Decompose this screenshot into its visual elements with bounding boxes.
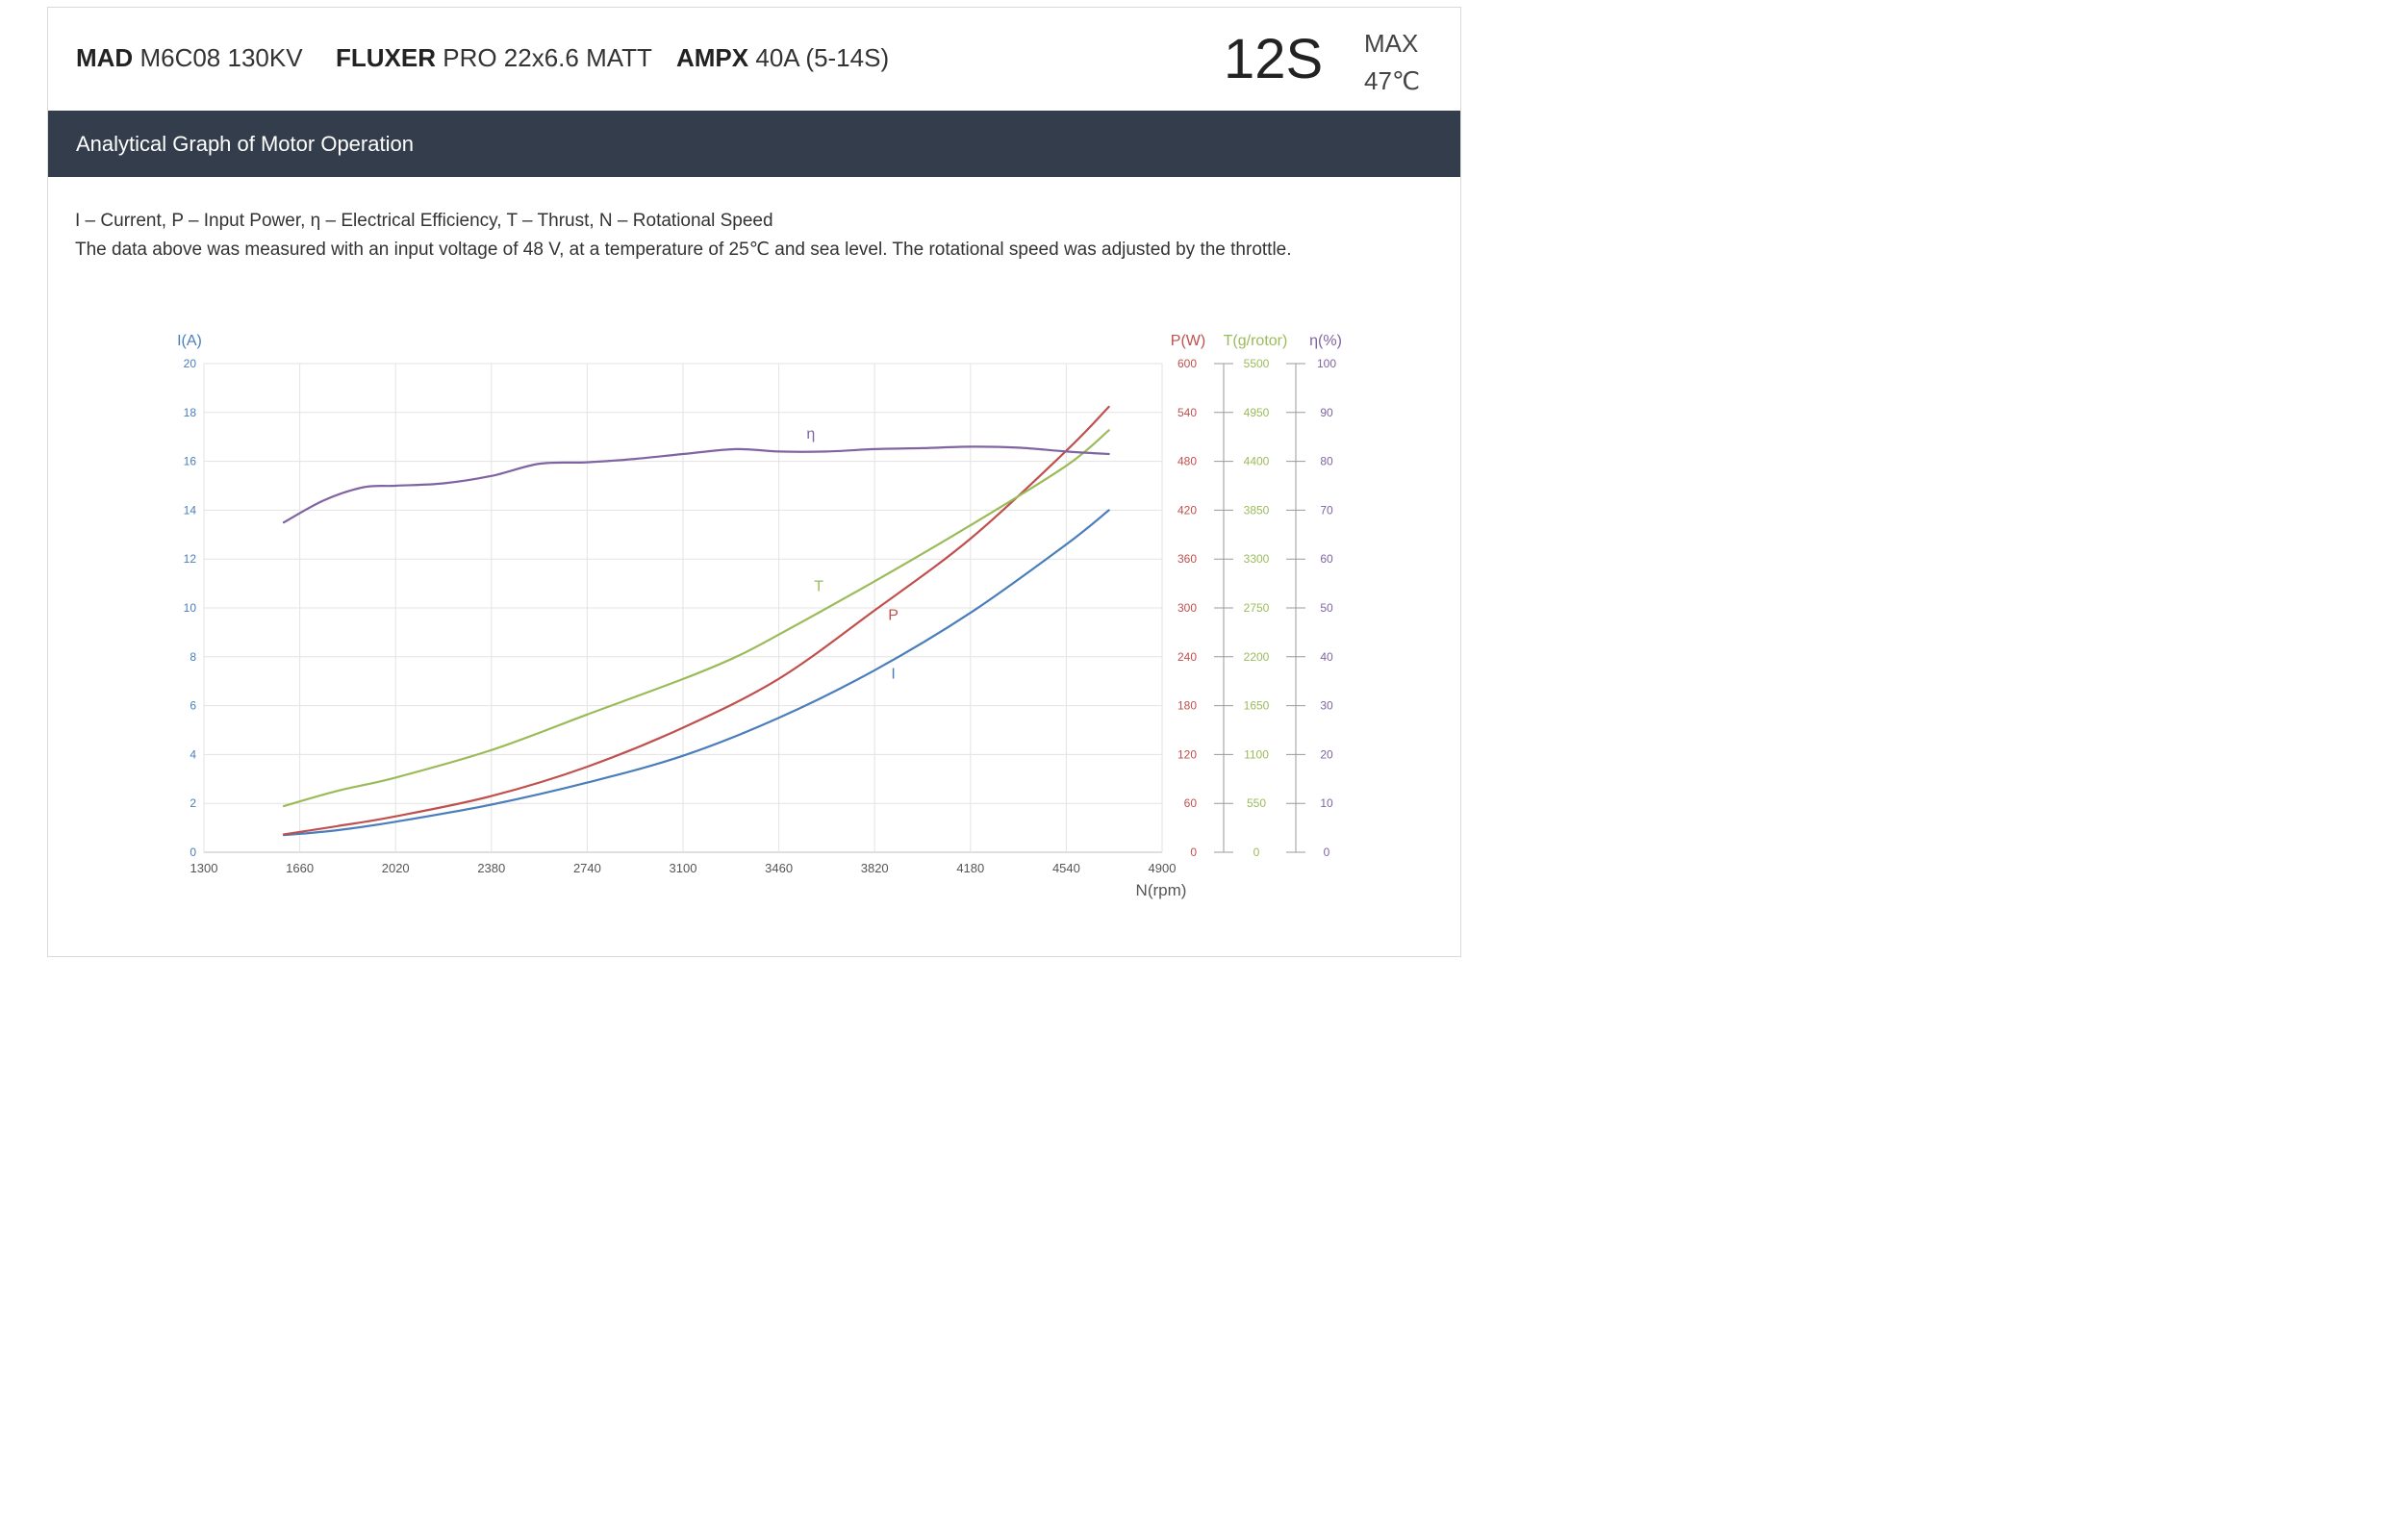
- esc-brand: AMPX: [676, 43, 749, 72]
- y-tick-label-efficiency: 40: [1320, 650, 1333, 664]
- motor-model: M6C08 130KV: [139, 43, 303, 72]
- cell-count: 12S: [1224, 28, 1324, 90]
- series-label-thrust: T: [814, 578, 823, 594]
- y-tick-label-thrust: 2200: [1244, 650, 1270, 664]
- y-axis-label-current: I(A): [177, 333, 202, 349]
- max-label: MAX: [1364, 29, 1419, 58]
- y-tick-label-current: 10: [184, 601, 197, 615]
- propeller-spec: FLUXER PRO 22x6.6 MATT: [336, 43, 652, 73]
- y-tick-label-current: 0: [190, 846, 196, 859]
- y-tick-label-current: 6: [190, 699, 196, 713]
- y-tick-label-thrust: 3850: [1244, 503, 1270, 517]
- y-axis-label-thrust: T(g/rotor): [1224, 333, 1288, 349]
- motor-spec: MAD M6C08 130KV: [76, 43, 303, 73]
- y-axis-label-efficiency: η(%): [1309, 333, 1342, 349]
- y-tick-label-current: 4: [190, 747, 196, 761]
- y-tick-label-thrust: 0: [1253, 846, 1260, 859]
- y-tick-label-efficiency: 50: [1320, 601, 1333, 615]
- series-line-current: [282, 509, 1110, 837]
- y-tick-label-power: 120: [1177, 747, 1197, 761]
- y-tick-label-efficiency: 100: [1317, 357, 1336, 370]
- prop-model: PRO 22x6.6 MATT: [443, 43, 652, 72]
- y-tick-label-power: 420: [1177, 503, 1197, 517]
- y-tick-label-thrust: 5500: [1244, 357, 1270, 370]
- x-tick-label: 4180: [956, 861, 984, 875]
- y-tick-label-efficiency: 70: [1320, 503, 1333, 517]
- y-tick-label-thrust: 4400: [1244, 455, 1270, 468]
- test-conditions: The data above was measured with an inpu…: [75, 240, 1292, 260]
- series-line-power: [282, 405, 1110, 836]
- y-tick-label-current: 18: [184, 406, 197, 419]
- x-tick-label: 2020: [382, 861, 410, 875]
- y-tick-label-thrust: 3300: [1244, 552, 1270, 566]
- y-tick-label-thrust: 1650: [1244, 699, 1270, 713]
- y-tick-label-efficiency: 10: [1320, 796, 1333, 810]
- y-tick-label-power: 480: [1177, 455, 1197, 468]
- max-temperature: MAX 47℃: [1364, 25, 1420, 100]
- y-tick-label-power: 0: [1190, 846, 1197, 859]
- x-axis-label: N(rpm): [1136, 881, 1187, 899]
- section-title-bar: Analytical Graph of Motor Operation: [48, 111, 1460, 177]
- y-axis-label-power: P(W): [1171, 333, 1205, 349]
- y-tick-label-power: 300: [1177, 601, 1197, 615]
- series-label-efficiency: η: [806, 426, 815, 442]
- section-title: Analytical Graph of Motor Operation: [76, 132, 414, 156]
- series-line-efficiency: [282, 445, 1110, 524]
- y-tick-label-current: 20: [184, 357, 197, 370]
- y-tick-label-power: 180: [1177, 699, 1197, 713]
- y-tick-label-efficiency: 60: [1320, 552, 1333, 566]
- symbol-legend: I – Current, P – Input Power, η – Electr…: [75, 211, 773, 231]
- x-tick-label: 2380: [477, 861, 505, 875]
- y-tick-label-power: 360: [1177, 552, 1197, 566]
- prop-brand: FLUXER: [336, 43, 436, 72]
- y-tick-label-efficiency: 90: [1320, 406, 1333, 419]
- esc-model: 40A (5-14S): [755, 43, 890, 72]
- y-tick-label-current: 14: [184, 503, 197, 517]
- y-tick-label-current: 2: [190, 796, 196, 810]
- x-tick-label: 3820: [861, 861, 889, 875]
- x-tick-label: 3460: [765, 861, 793, 875]
- y-tick-label-efficiency: 80: [1320, 455, 1333, 468]
- y-tick-label-thrust: 2750: [1244, 601, 1270, 615]
- x-tick-label: 1300: [190, 861, 218, 875]
- spec-header: MAD M6C08 130KV FLUXER PRO 22x6.6 MATT A…: [48, 8, 1460, 111]
- y-tick-label-efficiency: 0: [1324, 846, 1330, 859]
- y-tick-label-thrust: 1100: [1244, 747, 1269, 761]
- y-tick-label-efficiency: 20: [1320, 747, 1333, 761]
- y-tick-label-thrust: 550: [1247, 796, 1266, 810]
- x-tick-label: 3100: [670, 861, 697, 875]
- series-line-thrust: [282, 429, 1110, 808]
- esc-spec: AMPX 40A (5-14S): [676, 43, 889, 73]
- motor-chart: 1300 1660 2020 2380 2740 3100 3460 3820 4180 4540…: [177, 333, 1342, 899]
- x-tick-label: 4900: [1149, 861, 1177, 875]
- y-tick-label-efficiency: 30: [1320, 699, 1333, 713]
- y-tick-label-current: 12: [184, 552, 197, 566]
- series-label-power: P: [888, 608, 899, 624]
- series-label-current: I: [891, 667, 895, 683]
- x-tick-label: 4540: [1052, 861, 1080, 875]
- y-tick-label-power: 60: [1184, 796, 1198, 810]
- max-temp-value: 47℃: [1364, 66, 1421, 95]
- y-tick-label-thrust: 4950: [1244, 406, 1270, 419]
- y-tick-label-current: 16: [184, 455, 197, 468]
- x-tick-label: 2740: [573, 861, 601, 875]
- chart-card: MAD M6C08 130KV FLUXER PRO 22x6.6 MATT A…: [47, 7, 1461, 957]
- motor-brand: MAD: [76, 43, 134, 72]
- x-tick-label: 1660: [286, 861, 314, 875]
- y-tick-label-power: 240: [1177, 650, 1197, 664]
- y-tick-label-power: 540: [1177, 406, 1197, 419]
- y-tick-label-current: 8: [190, 650, 196, 664]
- y-tick-label-power: 600: [1177, 357, 1197, 370]
